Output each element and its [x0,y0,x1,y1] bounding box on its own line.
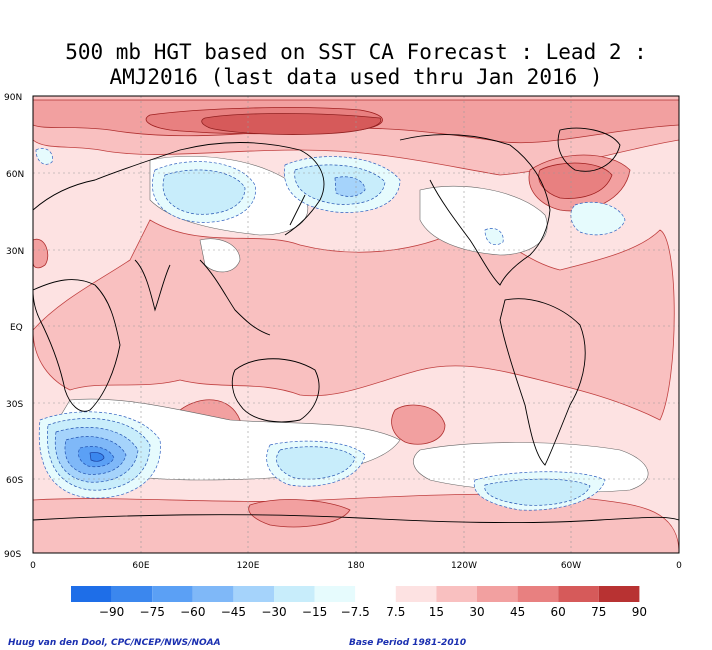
legend-swatch-6 [314,586,356,602]
legend-swatch-5 [274,586,315,602]
credit-base-period: Base Period 1981-2010 [349,638,467,648]
legend-level-label: −30 [261,605,286,619]
lon-label-0-right: 0 [676,561,682,571]
lon-label-0-left: 0 [30,561,36,571]
map-title-line2: AMJ2016 (last data used thru Jan 2016 ) [109,65,603,89]
legend-swatch-7 [355,586,396,602]
map-gridlines [33,96,679,553]
legend-swatch-8 [395,586,437,602]
lat-label-eq: EQ [10,323,23,333]
coastlines [33,127,679,524]
legend-swatch-2 [152,586,193,602]
lon-label-120w: 120W [451,561,477,571]
legend-level-label: −90 [99,605,124,619]
lon-label-180: 180 [347,561,364,571]
legend-level-label: 30 [469,605,484,619]
lon-label-120e: 120E [237,561,260,571]
legend-swatch-10 [477,586,518,602]
lat-label-30s: 30S [6,400,23,410]
legend-swatch-13 [598,586,640,602]
color-legend: −90 −75 −60 −45 −30 −15 −7.5 7.5 15 30 45 60 75 90 [71,586,647,619]
legend-swatch-12 [558,586,599,602]
legend-swatch-1 [111,586,153,602]
lat-label-60s: 60S [6,476,23,486]
legend-level-label: −60 [180,605,205,619]
map-title-line1: 500 mb HGT based on SST CA Forecast : Le… [65,40,647,64]
lat-label-60n: 60N [6,170,24,180]
legend-swatch-11 [517,586,559,602]
legend-level-label: 90 [632,605,647,619]
lat-label-30n: 30N [6,247,24,257]
legend-level-label: 45 [510,605,525,619]
legend-swatch-3 [192,586,234,602]
plot-frame [32,95,680,554]
legend-level-label: 7.5 [386,605,405,619]
lon-label-60w: 60W [561,561,581,571]
lon-label-60e: 60E [132,561,149,571]
legend-level-label: −45 [221,605,246,619]
legend-swatch-4 [233,586,274,602]
plot-area [33,96,679,553]
lat-label-90s: 90S [4,550,21,560]
credit-author: Huug van den Dool, CPC/NCEP/NWS/NOAA [8,638,221,648]
legend-swatch-0 [71,586,112,602]
negative-anomaly-75-contours [89,452,105,462]
positive-anomaly-60-contours [201,113,382,135]
longitude-axis: 0 60E 120E 180 120W 60W 0 [30,561,682,571]
lat-label-90n: 90N [4,93,22,103]
legend-level-label: 15 [429,605,444,619]
legend-level-label: −7.5 [341,605,370,619]
legend-level-label: 60 [551,605,566,619]
latitude-axis: 90N 60N 30N EQ 30S 60S 90S [4,93,24,560]
legend-level-label: 75 [591,605,606,619]
legend-level-label: −75 [140,605,165,619]
legend-level-label: −15 [302,605,327,619]
legend-swatch-9 [436,586,477,602]
